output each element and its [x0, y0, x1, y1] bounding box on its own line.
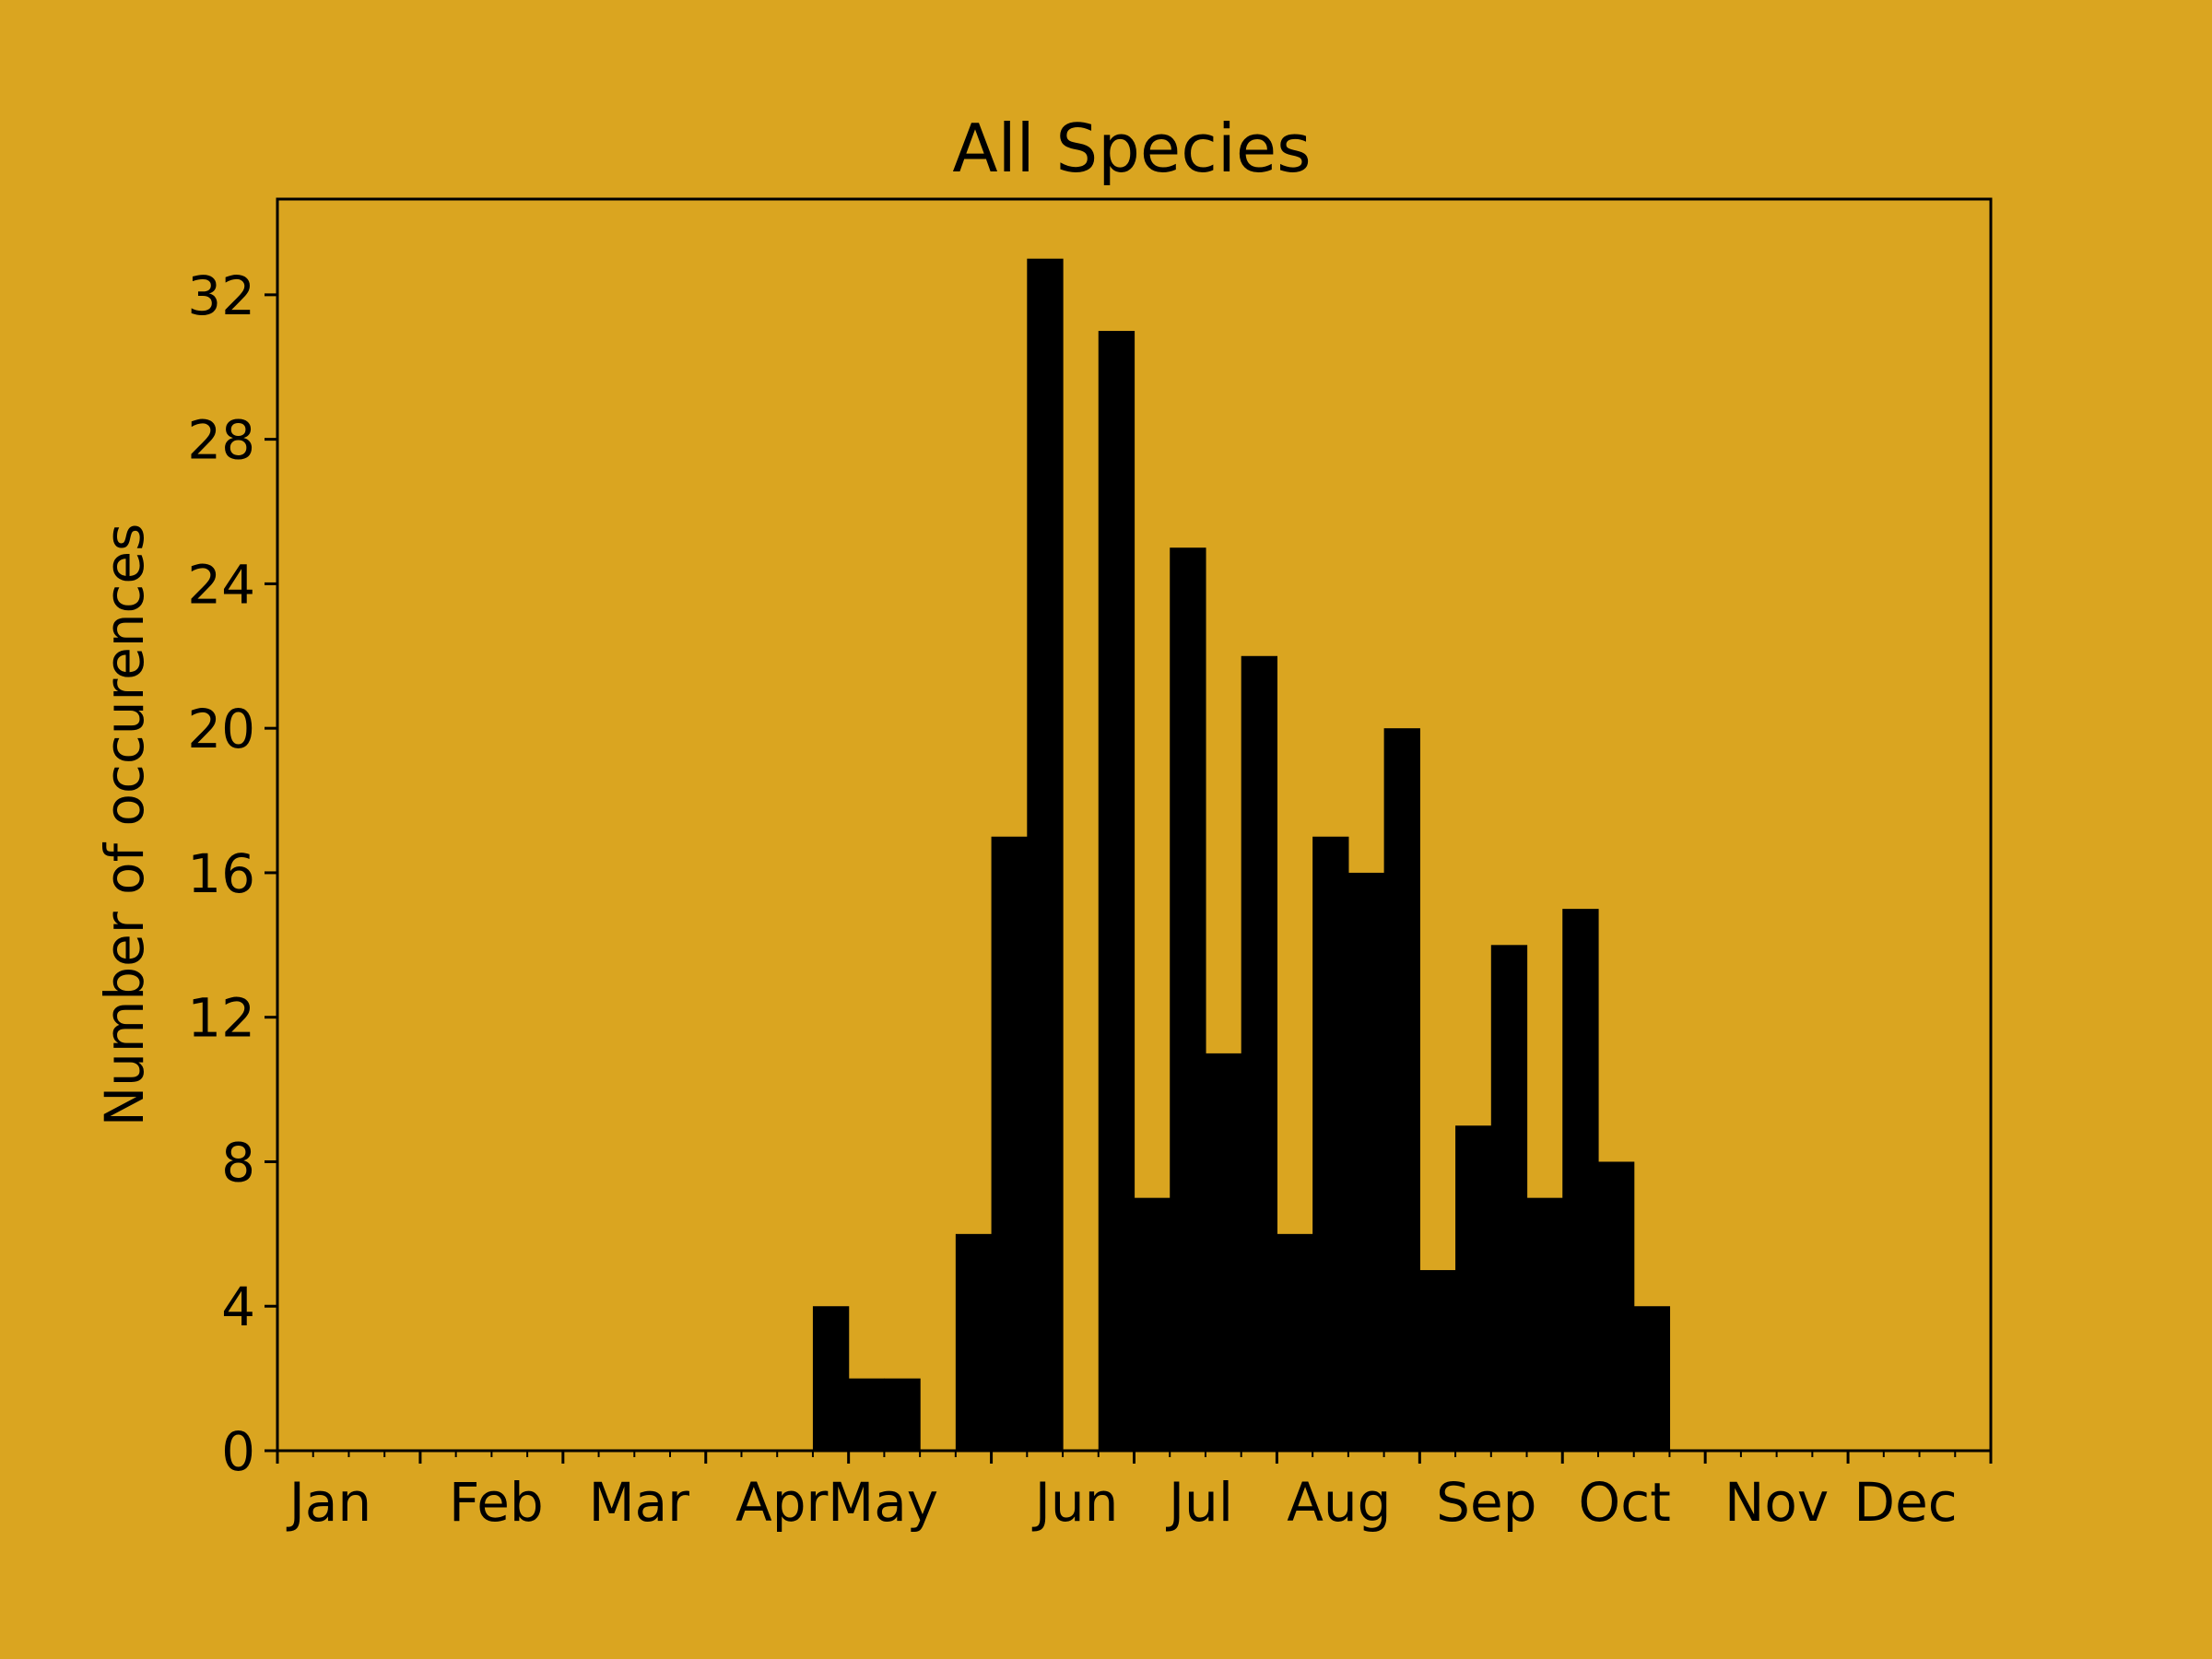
histogram-bar [1277, 1233, 1313, 1451]
x-tick-label: Apr [735, 1471, 828, 1534]
histogram-bar [1383, 728, 1420, 1451]
y-tick-label: 24 [187, 553, 255, 616]
x-tick-label: Nov [1724, 1471, 1829, 1534]
y-tick-label: 20 [187, 698, 255, 760]
chart-title: All Species [952, 110, 1311, 187]
y-tick-label: 4 [221, 1276, 255, 1338]
x-axis-tick-labels: Jan Feb Mar Apr May Jun Jul Aug Sep Oct Nov Dec [287, 1471, 1958, 1534]
y-tick-label: 0 [221, 1420, 255, 1483]
x-axis-ticks [276, 1451, 1993, 1464]
histogram-bar [1597, 1161, 1635, 1451]
histogram-bar [1490, 945, 1528, 1451]
histogram-bar [955, 1233, 993, 1451]
histogram-bar [1312, 836, 1349, 1451]
x-tick-label: Mar [589, 1471, 690, 1534]
y-tick-label: 12 [187, 987, 255, 1050]
x-tick-label: Feb [449, 1471, 544, 1534]
x-tick-label: Jun [1032, 1471, 1119, 1534]
y-tick-label: 28 [187, 409, 255, 472]
x-tick-label: Jan [287, 1471, 371, 1534]
y-axis-ticks: 0 4 8 12 16 20 24 28 32 [187, 265, 277, 1483]
histogram-bar [812, 1306, 850, 1451]
histogram-bar [1241, 655, 1278, 1451]
y-tick-label: 32 [187, 265, 255, 327]
histogram-bar [1562, 909, 1599, 1451]
histogram-bar [1633, 1306, 1671, 1451]
x-tick-label: Aug [1287, 1471, 1391, 1534]
histogram-bar [1455, 1125, 1492, 1451]
histogram-bar [1027, 258, 1064, 1452]
histogram-bar [1347, 872, 1385, 1451]
histogram-bar [884, 1378, 921, 1451]
histogram-bar [1134, 1197, 1171, 1451]
bars-group [812, 258, 1671, 1452]
histogram-bar [1098, 331, 1135, 1451]
y-axis-label: Number of occurences [93, 524, 156, 1127]
x-tick-label: Oct [1579, 1471, 1671, 1534]
x-tick-label: Sep [1436, 1471, 1536, 1534]
histogram-bar [848, 1378, 885, 1451]
plot-frame [276, 197, 1993, 1453]
histogram-bar [1205, 1053, 1242, 1451]
x-tick-label: Jul [1166, 1471, 1233, 1534]
x-tick-label: Dec [1853, 1471, 1957, 1534]
histogram-bar [991, 836, 1028, 1451]
y-tick-label: 16 [187, 842, 255, 905]
x-tick-label: May [828, 1471, 938, 1534]
histogram-bar [1419, 1270, 1456, 1451]
histogram-bar [1526, 1197, 1563, 1451]
histogram-bar [1170, 547, 1206, 1451]
y-tick-label: 8 [221, 1131, 255, 1194]
